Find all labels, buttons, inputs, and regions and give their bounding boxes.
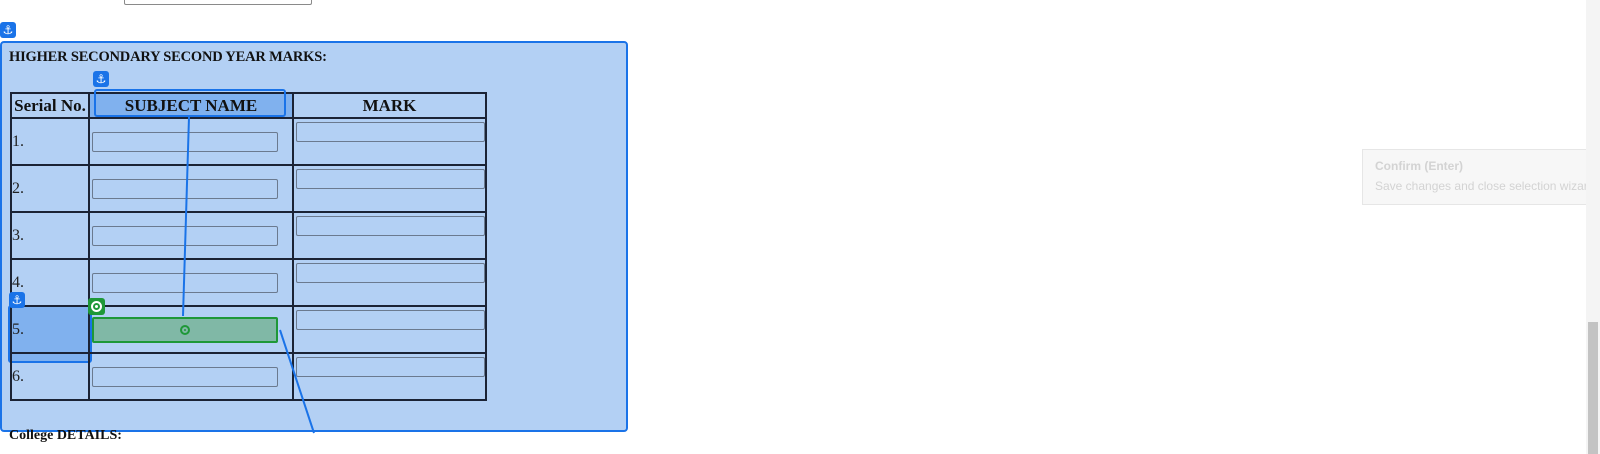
mark-cell (292, 117, 487, 166)
anchor-icon[interactable]: ⚓ (93, 71, 109, 87)
mark-cell (292, 352, 487, 401)
scrollbar-thumb[interactable] (1588, 322, 1598, 454)
anchor-icon[interactable]: ⚓ (0, 22, 16, 38)
previous-text-field[interactable] (124, 0, 312, 5)
marks-table: Serial No. SUBJECT NAME MARK 1. 2. 3. 4.… (10, 92, 487, 401)
column-header-mark: MARK (292, 92, 487, 119)
table-row: 2. (10, 164, 487, 213)
mark-cell (292, 164, 487, 213)
mark-input[interactable] (296, 168, 485, 189)
column-header-serial: Serial No. (10, 92, 90, 119)
subject-cell (88, 305, 294, 354)
subject-name-input[interactable] (92, 272, 278, 293)
serial-number: 2. (10, 164, 90, 213)
serial-number: 6. (10, 352, 90, 401)
subject-header-highlight (94, 89, 286, 117)
mark-input[interactable] (296, 215, 485, 236)
serial-number: 4. (10, 258, 90, 307)
table-row: 4. (10, 258, 487, 307)
anchor-icon[interactable]: ⚓ (9, 292, 25, 308)
mark-input[interactable] (296, 309, 485, 330)
section-title: HIGHER SECONDARY SECOND YEAR MARKS: (9, 49, 327, 65)
serial-number: 5. (10, 305, 90, 354)
mark-input[interactable] (296, 356, 485, 377)
confirm-tooltip[interactable]: Confirm (Enter) Save changes and close s… (1362, 149, 1600, 205)
table-row: 1. (10, 117, 487, 166)
mark-input[interactable] (296, 121, 485, 142)
mark-cell (292, 211, 487, 260)
subject-cell (88, 258, 294, 307)
serial-number: 3. (10, 211, 90, 260)
table-header-row: Serial No. SUBJECT NAME MARK (10, 92, 487, 119)
mark-cell (292, 258, 487, 307)
target-icon (180, 324, 190, 335)
serial-number: 1. (10, 117, 90, 166)
subject-name-input-selected[interactable] (92, 316, 278, 343)
mark-input[interactable] (296, 262, 485, 283)
target-icon[interactable] (88, 298, 105, 315)
subject-name-input[interactable] (92, 178, 278, 199)
table-row: 6. (10, 352, 487, 401)
column-header-subject: SUBJECT NAME (88, 92, 294, 119)
subject-cell (88, 352, 294, 401)
subject-name-input[interactable] (92, 225, 278, 246)
tooltip-title: Confirm (Enter) (1375, 159, 1463, 173)
subject-name-input[interactable] (92, 366, 278, 387)
subject-name-input[interactable] (92, 131, 278, 152)
subject-cell (88, 117, 294, 166)
subject-cell (88, 164, 294, 213)
mark-cell (292, 305, 487, 354)
table-row: 5. (10, 305, 487, 354)
next-section-title: College DETAILS: (9, 428, 122, 443)
tooltip-description: Save changes and close selection wizard. (1375, 179, 1598, 193)
subject-cell (88, 211, 294, 260)
table-row: 3. (10, 211, 487, 260)
